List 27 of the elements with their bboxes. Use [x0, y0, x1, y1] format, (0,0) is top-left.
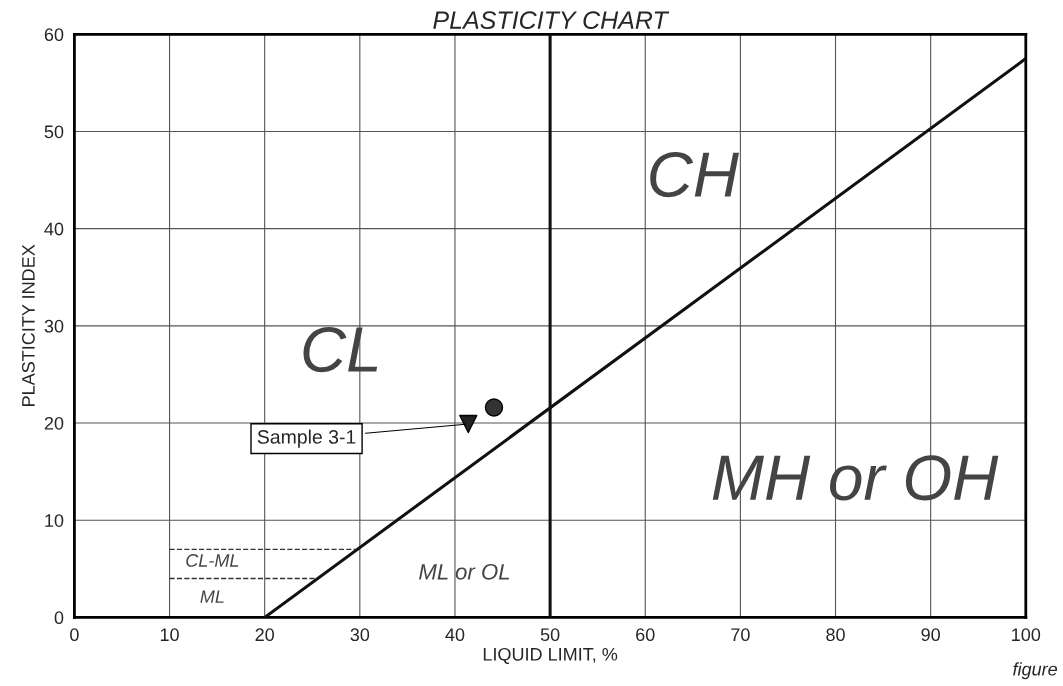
- text: figure: [1013, 662, 1058, 680]
- annotation: ML: [200, 590, 224, 603]
- y-tick-label: 50: [44, 125, 64, 139]
- annotation: Sample 3-1: [257, 429, 356, 448]
- x-tick-label: 100: [1012, 628, 1041, 642]
- x-tick-label: 0: [70, 628, 79, 642]
- x-tick-label: 90: [921, 628, 940, 642]
- y-axis-title: PLASTICITY INDEX: [22, 244, 35, 406]
- x-tick-label: 30: [350, 628, 370, 642]
- x-tick-label: 60: [636, 628, 655, 642]
- y-tick-label: 30: [44, 319, 64, 333]
- x-tick-label: 10: [160, 628, 179, 642]
- x-tick-label: 70: [731, 628, 750, 642]
- y-tick-label: 0: [54, 611, 64, 625]
- y-tick-label: 20: [44, 416, 64, 430]
- y-tick-label: 40: [44, 222, 64, 236]
- x-axis-title: LIQUID LIMIT, %: [483, 647, 618, 664]
- x-tick-label: 20: [255, 628, 275, 642]
- chart-title: PLASTICITY CHART: [433, 11, 670, 29]
- annotation: CL-ML: [186, 554, 239, 567]
- x-tick-label: 80: [826, 628, 845, 642]
- y-tick-label: 60: [44, 28, 64, 42]
- annotation: ML or OL: [419, 563, 510, 580]
- x-tick-label: 40: [445, 628, 465, 642]
- x-tick-label: 50: [540, 628, 560, 642]
- y-tick-label: 10: [45, 514, 64, 527]
- annotation: CH: [650, 151, 740, 198]
